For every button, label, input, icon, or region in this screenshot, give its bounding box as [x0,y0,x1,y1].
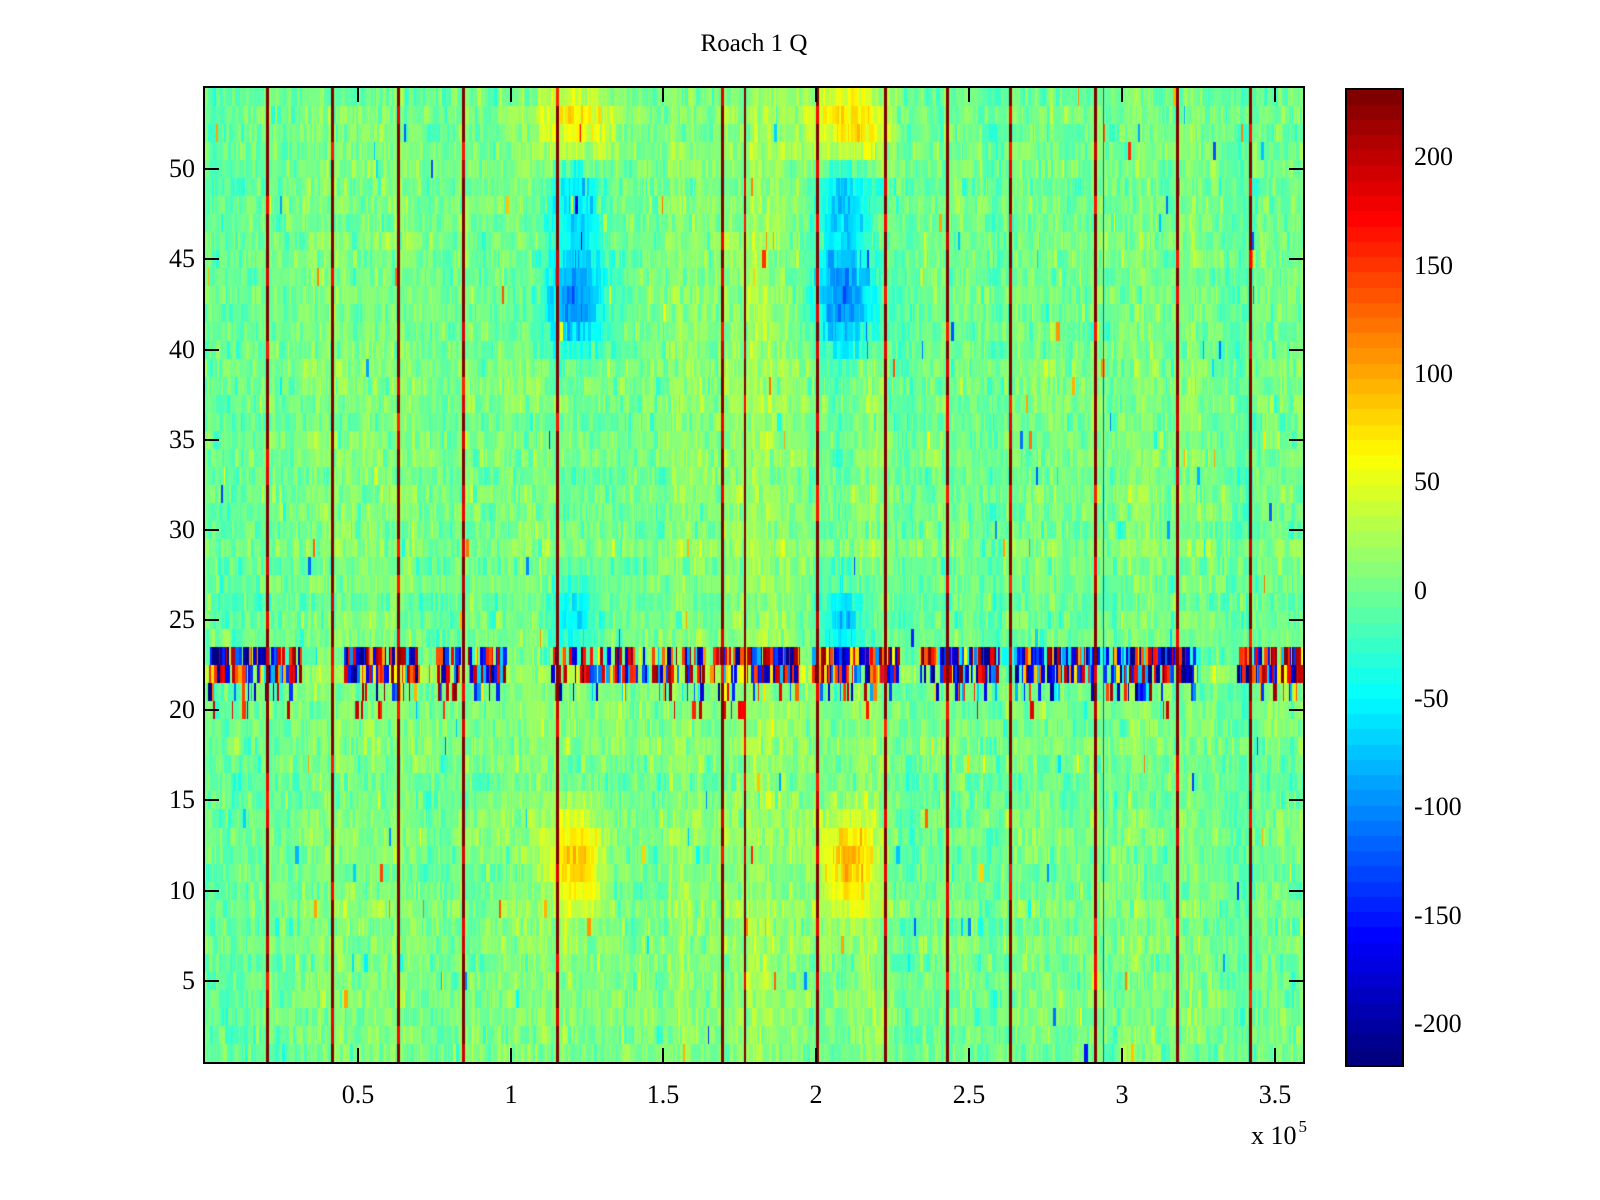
y-tick-mark [205,439,219,441]
y-tick-label: 30 [169,515,195,544]
y-tick-mark-right [1289,619,1303,621]
colorbar-tick-label: -150 [1414,901,1462,930]
y-tick-mark-right [1289,799,1303,801]
colorbar-tick-label: -100 [1414,792,1462,821]
x-tick-label: 2.5 [952,1080,986,1109]
x-tick-mark [1121,1048,1123,1062]
y-tick-mark-right [1289,258,1303,260]
y-tick-mark-right [1289,980,1303,982]
x-tick-mark [662,1048,664,1062]
x-tick-mark-top [510,88,512,102]
x-tick-label: 0.5 [341,1080,375,1109]
colorbar-canvas [1347,90,1402,1065]
colorbar-tick-label: -200 [1414,1009,1462,1038]
y-tick-mark-right [1289,349,1303,351]
x-tick-mark [357,1048,359,1062]
y-tick-mark [205,890,219,892]
x-tick-mark-top [357,88,359,102]
y-tick-mark [205,980,219,982]
x-tick-label: 2 [809,1080,823,1109]
chart-title: Roach 1 Q [700,30,808,57]
colorbar-tick-label: 0 [1414,576,1427,605]
colorbar-tick-label: 200 [1414,142,1453,171]
y-tick-label: 10 [169,876,195,905]
y-tick-mark [205,349,219,351]
colorbar-tick-label: 50 [1414,467,1440,496]
x-tick-label: 3 [1115,1080,1129,1109]
x-tick-mark-top [1274,88,1276,102]
y-tick-label: 50 [169,154,195,183]
colorbar-tick-label: -50 [1414,684,1449,713]
y-tick-label: 45 [169,244,195,273]
exponent-power: 5 [1298,1117,1308,1136]
y-tick-label: 5 [182,966,195,995]
x-tick-mark [1274,1048,1276,1062]
y-tick-mark [205,258,219,260]
exponent-base: x 10 [1251,1121,1297,1150]
y-tick-mark-right [1289,709,1303,711]
x-axis-exponent-label: x 10 5 [1145,1117,1307,1151]
y-tick-label: 20 [169,695,195,724]
y-tick-label: 25 [169,605,195,634]
x-tick-mark-top [815,88,817,102]
colorbar-tick-label: 150 [1414,251,1453,280]
colorbar-border [1345,88,1404,1067]
y-tick-label: 40 [169,335,195,364]
y-tick-mark [205,529,219,531]
plot-area-border [203,86,1305,1064]
y-tick-mark [205,168,219,170]
x-tick-mark-top [1121,88,1123,102]
y-tick-mark-right [1289,890,1303,892]
y-tick-mark-right [1289,168,1303,170]
colorbar-tick-label: 100 [1414,359,1453,388]
x-tick-mark-top [662,88,664,102]
y-tick-mark [205,619,219,621]
heatmap-canvas [205,88,1303,1062]
x-tick-mark [815,1048,817,1062]
y-tick-mark [205,709,219,711]
y-tick-label: 15 [169,785,195,814]
y-tick-mark-right [1289,439,1303,441]
x-tick-label: 3.5 [1258,1080,1292,1109]
x-tick-mark [510,1048,512,1062]
y-tick-mark [205,799,219,801]
y-tick-mark-right [1289,529,1303,531]
x-tick-label: 1.5 [646,1080,680,1109]
x-tick-mark-top [968,88,970,102]
x-tick-mark [968,1048,970,1062]
x-tick-label: 1 [504,1080,518,1109]
y-tick-label: 35 [169,425,195,454]
